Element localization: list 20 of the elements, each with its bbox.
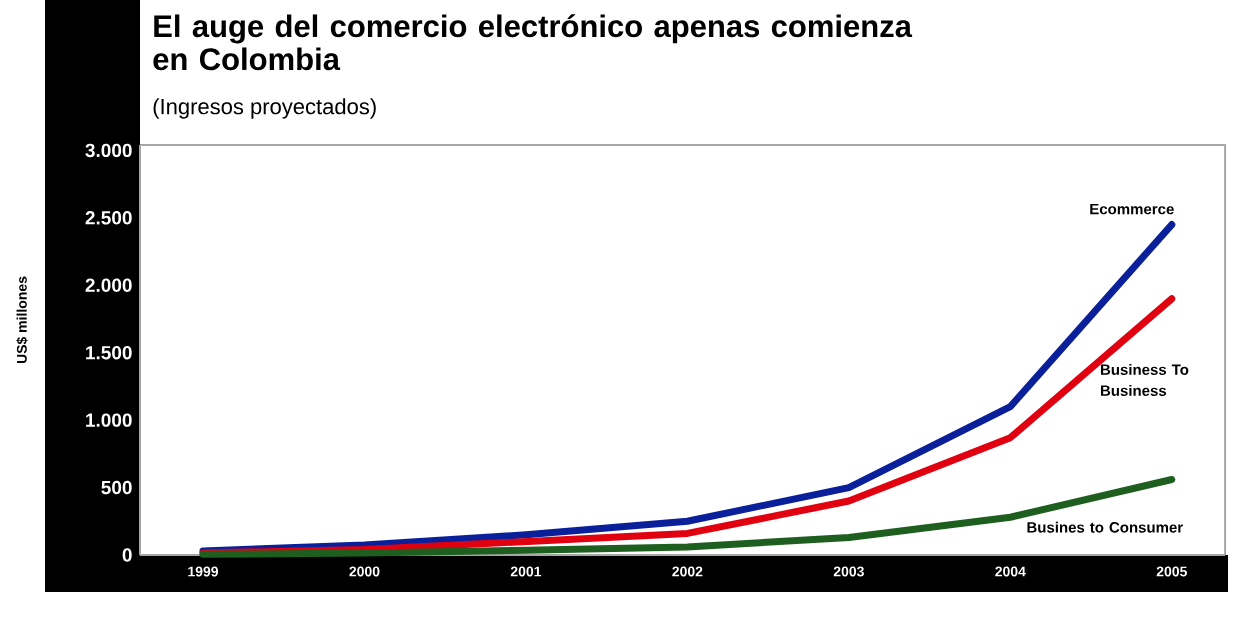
x-tick-label: 2004 [995, 566, 1026, 577]
x-tick-label: 2001 [510, 566, 542, 577]
chart-title: El auge del comercio electrónico apenas comienza en Colombia [153, 14, 913, 71]
series-label: Busines to Consumer [1027, 521, 1183, 533]
x-tick-label: 1999 [188, 566, 219, 577]
y-axis-title: US$ millones [16, 276, 28, 364]
series-label: Business To Business [1101, 363, 1189, 396]
y-tick-label: 2.000 [85, 278, 132, 292]
chart-subtitle: (Ingresos proyectados) [153, 98, 376, 119]
y-tick-label: 500 [101, 480, 132, 495]
x-tick-label: 2003 [833, 566, 864, 577]
y-tick-label: 2.500 [85, 211, 132, 225]
x-tick-label: 2005 [1156, 566, 1187, 577]
y-tick-label: 1.000 [86, 413, 132, 427]
y-tick-label: 1.500 [86, 345, 132, 360]
y-tick-label: 0 [122, 548, 132, 562]
y-tick-label: 3.000 [85, 143, 132, 158]
x-tick-label: 2000 [349, 566, 380, 577]
series-label: Ecommerce [1090, 203, 1174, 215]
x-tick-label: 2002 [672, 566, 703, 577]
